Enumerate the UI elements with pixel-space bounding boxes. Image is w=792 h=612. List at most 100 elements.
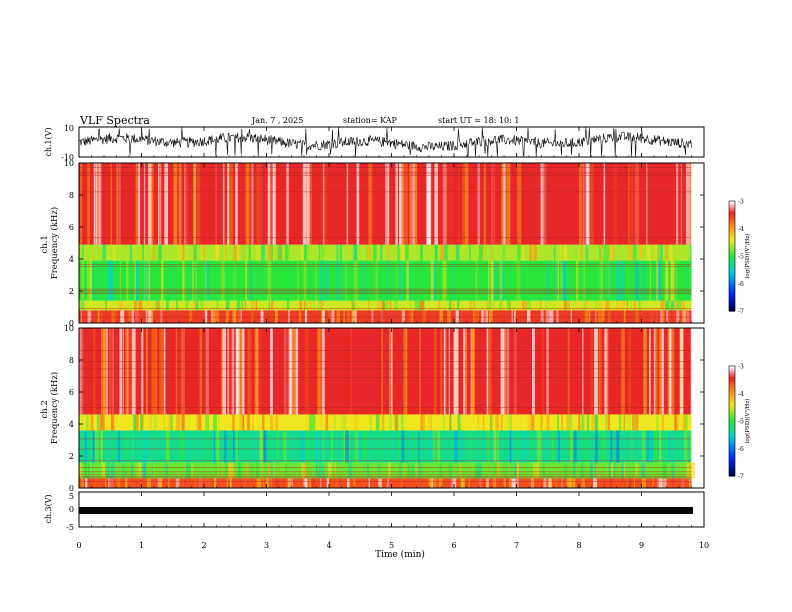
spec1-texture: [149, 163, 154, 245]
spec2-texture: [580, 462, 584, 479]
spec1-texture: [277, 244, 280, 261]
spec1-texture: [129, 244, 132, 261]
spec1-texture: [380, 310, 384, 323]
spec2-texture: [100, 430, 103, 463]
spec1-texture: [668, 300, 672, 311]
spec2-texture: [106, 462, 111, 479]
spec1-texture: [233, 260, 236, 301]
spec1-texture: [134, 244, 136, 261]
spec1-texture: [563, 300, 567, 311]
spec2-texture: [477, 414, 480, 431]
spec1-texture: [455, 310, 459, 323]
spec2-texture: [273, 414, 277, 431]
spec2-texture: [268, 478, 271, 488]
spec1-texture: [575, 163, 580, 245]
spec2-band: [79, 430, 692, 463]
spec2-texture: [311, 478, 315, 488]
spec1-texture: [201, 244, 204, 261]
spec1-texture: [574, 244, 578, 261]
spec2-texture: [322, 430, 324, 463]
spec2-texture: [404, 328, 406, 415]
spec2-texture: [490, 414, 493, 431]
spec2-texture: [81, 414, 84, 431]
spec2-texture: [305, 414, 310, 431]
cb2-swatch: [729, 466, 735, 470]
spec1-texture: [126, 260, 129, 301]
spec1-texture: [533, 244, 537, 261]
spec1-texture: [583, 260, 586, 301]
spec1-texture: [665, 300, 669, 311]
spec1-texture: [420, 244, 423, 261]
spec1-texture: [605, 260, 609, 301]
spec2-texture: [435, 478, 437, 488]
spec1-texture: [619, 300, 624, 311]
cb1-swatch: [729, 303, 735, 307]
spec2-texture: [651, 478, 654, 488]
spec2-texture: [168, 478, 170, 488]
cb2-swatch: [729, 432, 735, 435]
spec1-texture: [216, 300, 219, 311]
spec2-texture: [215, 462, 218, 479]
cb1-swatch: [729, 202, 735, 206]
spec2-texture: [269, 478, 273, 488]
spec1-texture: [633, 300, 636, 311]
spec1-texture: [157, 300, 160, 311]
cb2-swatch: [729, 397, 735, 400]
spec2-texture: [616, 430, 620, 463]
cb2-swatch: [729, 448, 735, 451]
cb1-swatch: [729, 245, 735, 248]
spec1-texture: [635, 300, 638, 311]
spec2-texture: [102, 328, 106, 415]
spec2-texture: [375, 414, 380, 431]
ch2-channel-label: ch.2: [40, 400, 50, 418]
spec2-texture: [508, 414, 512, 431]
spec1-texture: [80, 163, 83, 245]
ch2-spectrogram-yticks: 0 2 4 6 8 10: [64, 324, 704, 493]
cb1-swatch: [729, 290, 735, 294]
cb1-swatch: [729, 206, 735, 209]
spec2-texture: [568, 414, 573, 431]
spec2-texture: [85, 478, 88, 488]
spec1-texture: [628, 163, 630, 245]
spec1-texture: [616, 300, 620, 311]
spec2-texture: [684, 430, 688, 463]
spec2-texture: [347, 430, 352, 463]
cb1-swatch: [729, 287, 735, 290]
spec2-texture: [206, 478, 210, 488]
spec2-texture: [159, 478, 163, 488]
cb1-swatch: [729, 201, 735, 204]
spec1-texture: [617, 244, 620, 261]
spec1-texture: [647, 163, 651, 245]
spec2-texture: [328, 462, 332, 479]
spec1-texture: [200, 300, 204, 311]
spec2-texture: [532, 478, 535, 488]
spec2-texture: [213, 430, 216, 463]
spec1-texture: [208, 310, 211, 323]
spec1-texture: [670, 260, 674, 301]
spec2-texture: [536, 430, 541, 463]
spec2-texture: [485, 478, 488, 488]
spec1-texture: [241, 244, 244, 261]
spec2-texture: [154, 328, 158, 415]
spec2-texture: [605, 328, 608, 415]
spec2-texture: [236, 328, 240, 415]
spec1-texture: [97, 260, 101, 301]
spec2-texture: [205, 328, 209, 415]
spec1-texture: [367, 244, 371, 261]
spec1-texture: [313, 300, 315, 311]
spec2-texture: [217, 478, 220, 488]
spec2-texture: [561, 478, 564, 488]
yt2-tick-label: 8: [69, 191, 74, 200]
spec1-texture: [447, 310, 451, 323]
spec2-texture: [540, 430, 542, 463]
spec2-texture: [131, 462, 134, 479]
spec2-texture: [625, 414, 628, 431]
spec2-texture: [599, 328, 602, 415]
spec2-texture: [689, 478, 691, 488]
spec2-texture: [459, 414, 462, 431]
spec1-texture: [303, 300, 307, 311]
spec1-texture: [580, 244, 583, 261]
spec2-texture: [270, 414, 273, 431]
spec2-texture: [159, 328, 163, 415]
spec1-texture: [259, 163, 263, 245]
